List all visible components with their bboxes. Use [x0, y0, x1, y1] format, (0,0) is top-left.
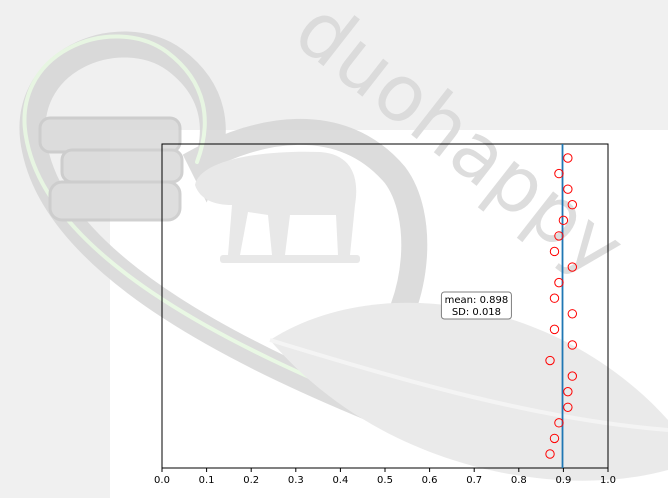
data-points	[545, 153, 578, 459]
data-point	[567, 200, 578, 210]
annotation-box	[440, 291, 512, 320]
data-point	[549, 433, 560, 444]
x-tick-label: 0.7	[466, 475, 482, 486]
data-point	[563, 153, 573, 163]
stats-annotation: mean: 0.898 SD: 0.018	[440, 291, 512, 320]
x-tick-label: 0.3	[288, 475, 304, 486]
data-point	[554, 418, 564, 428]
annotation-sd: SD: 0.018	[452, 307, 501, 318]
x-axis-ticks: 0.0 0.1 0.2 0.3 0.4 0.5 0.6 0.7 0.8 0.9 1.0	[154, 468, 616, 486]
x-tick-label: 0.0	[154, 475, 170, 486]
x-tick-label: 0.2	[243, 475, 259, 486]
data-point	[549, 246, 560, 257]
data-point	[545, 355, 555, 366]
heart-glow-watermark	[22, 34, 394, 414]
leaf-vein-watermark	[269, 338, 668, 432]
data-point	[558, 215, 569, 226]
data-point	[554, 277, 564, 288]
x-tick-label: 1.0	[600, 475, 616, 486]
annotation-mean: mean: 0.898	[445, 295, 509, 306]
data-point	[545, 449, 555, 459]
data-point	[563, 386, 573, 397]
bull-icon	[195, 151, 360, 263]
data-point	[554, 168, 564, 179]
x-tick-label: 0.1	[199, 475, 215, 486]
x-tick-label: 0.4	[332, 475, 348, 486]
data-point	[567, 309, 578, 319]
data-point	[549, 293, 560, 303]
books-icon	[38, 116, 184, 222]
x-tick-label: 0.8	[511, 475, 527, 486]
data-point	[563, 184, 573, 194]
x-tick-label: 0.6	[422, 475, 438, 486]
x-tick-label: 0.9	[555, 475, 571, 486]
data-point	[567, 262, 578, 272]
data-point	[567, 371, 578, 381]
data-point	[549, 324, 560, 335]
data-point	[554, 231, 564, 241]
x-tick-label: 0.5	[377, 475, 393, 486]
data-point	[563, 402, 573, 412]
data-point	[567, 340, 578, 350]
